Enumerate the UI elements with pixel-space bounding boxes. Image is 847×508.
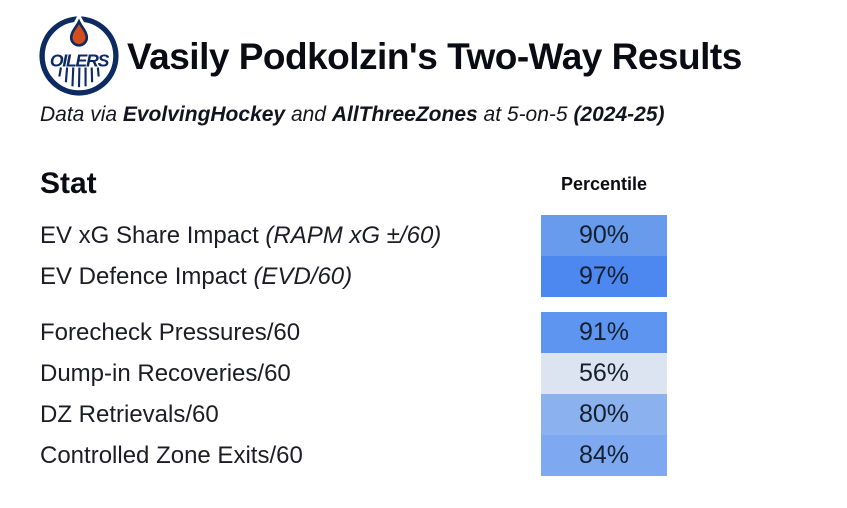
percentile-cell: 80% (541, 394, 667, 435)
table-row: Forecheck Pressures/60 91% (0, 312, 847, 353)
subtitle-source-evolvinghockey: EvolvingHockey (122, 103, 286, 126)
oil-drop-icon (69, 18, 89, 47)
stat-label-text: DZ Retrievals/60 (40, 400, 219, 428)
stat-label-detail: (EVD/60) (253, 262, 353, 290)
table-row: Dump-in Recoveries/60 56% (0, 353, 847, 394)
percentile-column-header: Percentile (560, 174, 648, 194)
subtitle-prefix: Data via (40, 103, 123, 126)
impact-stats-group: EV xG Share Impact (RAPM xG ±/60) 90% EV… (0, 215, 847, 297)
oilers-logo: OILERS (39, 13, 119, 96)
stat-column-header: Stat (40, 167, 97, 200)
percentile-cell: 84% (541, 435, 667, 476)
percentile-cell: 97% (541, 256, 667, 297)
stat-label-detail: (RAPM xG ±/60) (265, 221, 442, 249)
table-row: DZ Retrievals/60 80% (0, 394, 847, 435)
stat-label: Dump-in Recoveries/60 (40, 360, 291, 388)
stat-label-text: EV xG Share Impact (40, 221, 266, 249)
stat-label: Forecheck Pressures/60 (40, 319, 300, 347)
subtitle-middle: and (285, 103, 332, 126)
percentile-cell: 91% (541, 312, 667, 353)
microstat-group: Forecheck Pressures/60 91% Dump-in Recov… (0, 312, 847, 476)
table-row: Controlled Zone Exits/60 84% (0, 435, 847, 476)
page-title: Vasily Podkolzin's Two-Way Results (127, 36, 742, 77)
logo-stripes (58, 67, 100, 88)
table-row: EV xG Share Impact (RAPM xG ±/60) 90% (0, 215, 847, 256)
stat-label-text: Controlled Zone Exits/60 (40, 441, 303, 469)
percentile-cell: 90% (541, 215, 667, 256)
stat-label-text: EV Defence Impact (40, 262, 254, 290)
percentile-cell: 56% (541, 353, 667, 394)
table-row: EV Defence Impact (EVD/60) 97% (0, 256, 847, 297)
subtitle-suffix: at 5-on-5 (477, 103, 574, 126)
stat-label: Controlled Zone Exits/60 (40, 442, 303, 470)
stat-label: EV Defence Impact (EVD/60) (40, 263, 352, 291)
logo-wordmark: OILERS (50, 51, 110, 71)
subtitle-season: (2024-25) (573, 103, 665, 126)
data-source-subtitle: Data via EvolvingHockey and AllThreeZone… (40, 103, 665, 127)
stat-label-text: Forecheck Pressures/60 (40, 318, 301, 346)
stat-label-text: Dump-in Recoveries/60 (40, 359, 291, 387)
stat-label: EV xG Share Impact (RAPM xG ±/60) (40, 222, 441, 250)
stat-label: DZ Retrievals/60 (40, 401, 219, 429)
stats-table: EV xG Share Impact (RAPM xG ±/60) 90% EV… (0, 215, 847, 491)
subtitle-source-allthreezones: AllThreeZones (331, 103, 478, 126)
